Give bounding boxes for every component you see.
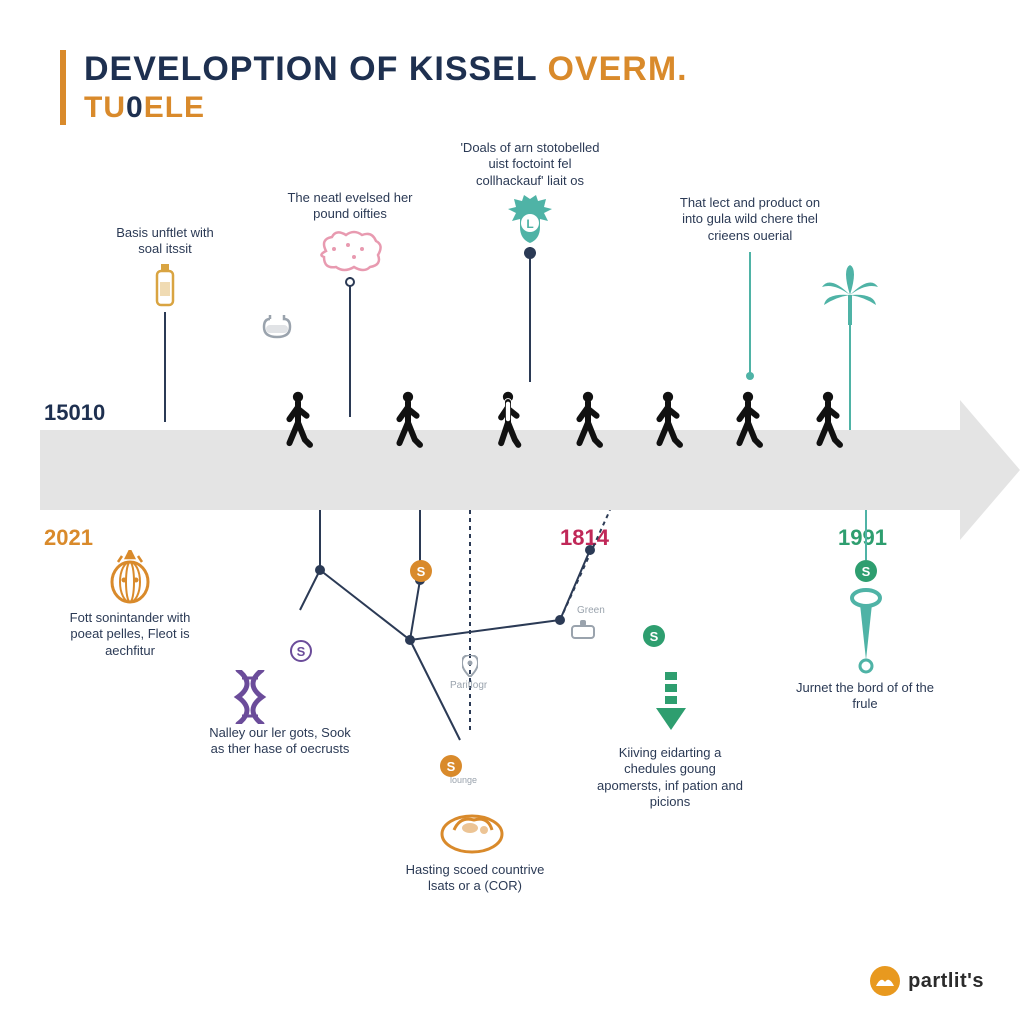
event-top-4-text: That lect and product on into gula wild … [675,195,825,244]
device-icon [570,620,596,647]
event-top-3-text: 'Doals of arn stotobelled uist foctoint … [460,140,600,189]
s-badge-3: S [440,755,462,777]
pin-icon [462,655,478,682]
title2-a: TU [84,91,126,124]
walker-5 [650,390,686,455]
s-badge-2: S [410,560,432,582]
onion-icon [108,550,152,609]
title2-b: ELE [144,91,205,124]
svg-text:L: L [526,217,533,231]
event-bottom-5-text: Jurnet the bord of of the frule [790,680,940,713]
event-top-1-text: Basis unftlet with soal itssit [115,225,215,258]
walker-3 [490,390,526,455]
title-part-3: KISSEL [398,50,537,88]
walker-2 [390,390,426,455]
event-bottom-3: Hasting scoed countrive lsats or a (COR) [395,862,555,895]
title2-mid: 0 [126,91,144,124]
year-bottom-left: 2021 [44,525,93,551]
title-line-2: TU0ELE [84,91,688,125]
emblem-icon: L [455,195,605,243]
logo-text: partlit's [908,970,984,993]
label-green: Green [577,605,605,616]
year-right: 1991 [838,525,887,551]
event-top-4: That lect and product on into gula wild … [665,195,835,377]
walker-7 [810,390,846,455]
event-bottom-1-text: Fott sonintander with poeat pelles, Fleo… [60,610,200,659]
s-badge-1: S [290,640,312,662]
event-top-2: The neatl evelsed her pound oifties [275,190,425,417]
brand-logo: partlit's [870,966,984,996]
event-bottom-1: Fott sonintander with poeat pelles, Fleo… [60,610,200,659]
event-bottom-5: Jurnet the bord of of the frule [790,680,940,713]
brain-icon [275,229,425,273]
logo-badge-icon [870,966,900,996]
year-top-left: 15010 [44,400,105,426]
pendant-icon [846,588,886,679]
bottle-icon [115,264,215,308]
event-top-3: 'Doals of arn stotobelled uist foctoint … [455,140,605,382]
coil-icon [262,315,292,346]
event-top-2-text: The neatl evelsed her pound oifties [275,190,425,223]
title-part-1: DEVELOP [84,50,253,88]
title-part-2: TION OF [253,50,398,88]
walker-1 [280,390,316,455]
palm-icon [820,265,880,330]
title-part-4: OVERM. [537,50,688,88]
event-bottom-3-text: Hasting scoed countrive lsats or a (COR) [400,862,550,895]
event-top-1: Basis unftlet with soal itssit [115,225,215,422]
walker-6 [730,390,766,455]
title-block: DEVELOPTION OF KISSEL OVERM. TU0ELE [60,50,688,125]
walker-4 [570,390,606,455]
s-badge-5: S [855,560,877,582]
label-lounge: lounge [450,775,477,785]
timeline-arrowhead [960,400,1020,540]
s-badge-4: S [643,625,665,647]
title-line-1: DEVELOPTION OF KISSEL OVERM. [84,50,688,89]
